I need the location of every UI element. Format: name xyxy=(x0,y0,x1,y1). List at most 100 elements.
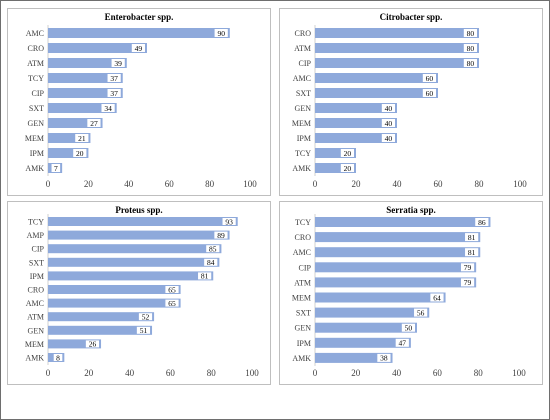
bar-ipm xyxy=(48,148,89,158)
data-label: 8 xyxy=(56,353,60,362)
category-label: AMC xyxy=(293,248,311,257)
chart-panel-enterobacter: Enterobacter spp. AMC 90 CRO 49 ATM 39 TCY 37 CIP… xyxy=(7,8,271,196)
x-tick-label: 20 xyxy=(351,368,361,378)
data-label: 80 xyxy=(467,44,475,53)
data-label: 50 xyxy=(405,324,413,333)
data-label-background xyxy=(465,233,479,242)
data-label: 64 xyxy=(433,293,441,302)
data-label: 51 xyxy=(140,326,148,335)
data-label-background xyxy=(206,245,220,253)
category-label: GEN xyxy=(295,104,312,113)
bar-mem xyxy=(315,118,397,128)
category-label: MEM xyxy=(25,134,44,143)
bar-amc xyxy=(315,73,438,83)
data-label: 85 xyxy=(209,245,217,254)
bar-gen xyxy=(315,322,417,333)
data-label-background xyxy=(138,313,153,321)
data-label-background xyxy=(214,231,228,239)
x-tick-label: 0 xyxy=(313,368,318,378)
x-tick-label: 80 xyxy=(474,368,484,378)
x-tick-label: 20 xyxy=(84,179,94,189)
bar-sxt xyxy=(48,103,117,113)
category-label: MEM xyxy=(292,294,311,303)
data-label: 40 xyxy=(385,104,393,113)
data-label-background xyxy=(395,338,409,347)
chart-title: Citrobacter spp. xyxy=(380,12,443,22)
bar-ipm xyxy=(315,133,397,143)
category-label: MEM xyxy=(25,340,44,349)
data-label-background xyxy=(214,29,228,37)
bar-gen xyxy=(315,103,397,113)
data-label: 20 xyxy=(344,164,352,173)
data-label: 21 xyxy=(78,134,86,143)
category-label: SXT xyxy=(296,89,311,98)
category-label: CRO xyxy=(28,286,45,295)
data-label: 56 xyxy=(417,308,425,317)
data-label: 86 xyxy=(478,218,486,227)
bar-cro xyxy=(48,43,147,53)
bar-tcy xyxy=(315,148,356,158)
x-tick-label: 80 xyxy=(205,179,215,189)
chart-panel-citrobacter: Citrobacter spp. CRO 80 ATM 80 CIP 80 AMC 60 SXT 6… xyxy=(279,8,543,196)
chart-svg: Proteus spp. TCY 93 AMP 89 CIP 85 SXT 84 IPM 81 CRO… xyxy=(25,205,259,378)
data-label: 84 xyxy=(207,258,215,267)
chart-svg: Enterobacter spp. AMC 90 CRO 49 ATM 39 TCY 37 CIP… xyxy=(25,12,257,189)
data-label: 80 xyxy=(467,59,475,68)
data-label-background xyxy=(136,326,151,334)
bar-cip xyxy=(48,88,123,98)
x-tick-label: 40 xyxy=(392,368,402,378)
data-label-background xyxy=(463,59,477,67)
x-tick-label: 100 xyxy=(513,179,527,189)
category-label: IPM xyxy=(297,339,311,348)
category-label: TCY xyxy=(28,218,44,227)
category-label: AMC xyxy=(26,29,44,38)
x-tick-label: 20 xyxy=(352,179,362,189)
data-label: 81 xyxy=(201,272,209,281)
bar-amp xyxy=(48,230,230,240)
category-label: TCY xyxy=(295,149,311,158)
bar-gen xyxy=(48,325,153,335)
bar-amc xyxy=(315,247,481,258)
x-tick-label: 60 xyxy=(165,179,175,189)
x-tick-label: 0 xyxy=(313,179,318,189)
data-label: 20 xyxy=(344,149,352,158)
data-label: 37 xyxy=(110,89,118,98)
data-label: 89 xyxy=(217,231,225,240)
bar-cro xyxy=(315,28,479,38)
data-label: 65 xyxy=(168,299,176,308)
category-label: ATM xyxy=(294,44,311,53)
bar-tcy xyxy=(315,217,491,227)
data-label-background xyxy=(85,340,100,348)
category-label: IPM xyxy=(30,272,44,281)
data-label: 60 xyxy=(426,74,434,83)
data-label-background xyxy=(222,218,236,225)
data-label: 93 xyxy=(225,217,233,226)
x-tick-label: 80 xyxy=(475,179,485,189)
category-label: IPM xyxy=(297,134,311,143)
category-label: TCY xyxy=(295,218,311,227)
category-label: AMK xyxy=(25,354,44,363)
category-label: GEN xyxy=(28,119,45,128)
x-tick-label: 40 xyxy=(393,179,403,189)
category-label: SXT xyxy=(29,104,44,113)
data-label-background xyxy=(381,104,395,112)
chart-panel-serratia: Serratia spp. TCY 86 CRO 81 AMC 81 CIP 79 ATM 79 ME… xyxy=(279,201,543,385)
data-label-background xyxy=(165,286,179,293)
data-label: 40 xyxy=(385,134,393,143)
data-label: 37 xyxy=(110,74,118,83)
data-label-background xyxy=(460,278,475,287)
bar-amc xyxy=(48,298,181,308)
data-label-background xyxy=(198,272,212,280)
bar-tcy xyxy=(48,73,123,83)
data-label: 79 xyxy=(464,263,472,272)
data-label-background xyxy=(463,29,477,37)
data-label-background xyxy=(381,119,395,127)
chart-svg: Citrobacter spp. CRO 80 ATM 80 CIP 80 AMC 60 SXT 6… xyxy=(292,12,527,189)
data-label: 90 xyxy=(217,29,225,38)
data-label: 38 xyxy=(380,354,388,363)
x-tick-label: 60 xyxy=(434,179,444,189)
data-label: 27 xyxy=(90,119,98,128)
data-label: 26 xyxy=(89,340,97,349)
category-label: AMK xyxy=(25,164,44,173)
